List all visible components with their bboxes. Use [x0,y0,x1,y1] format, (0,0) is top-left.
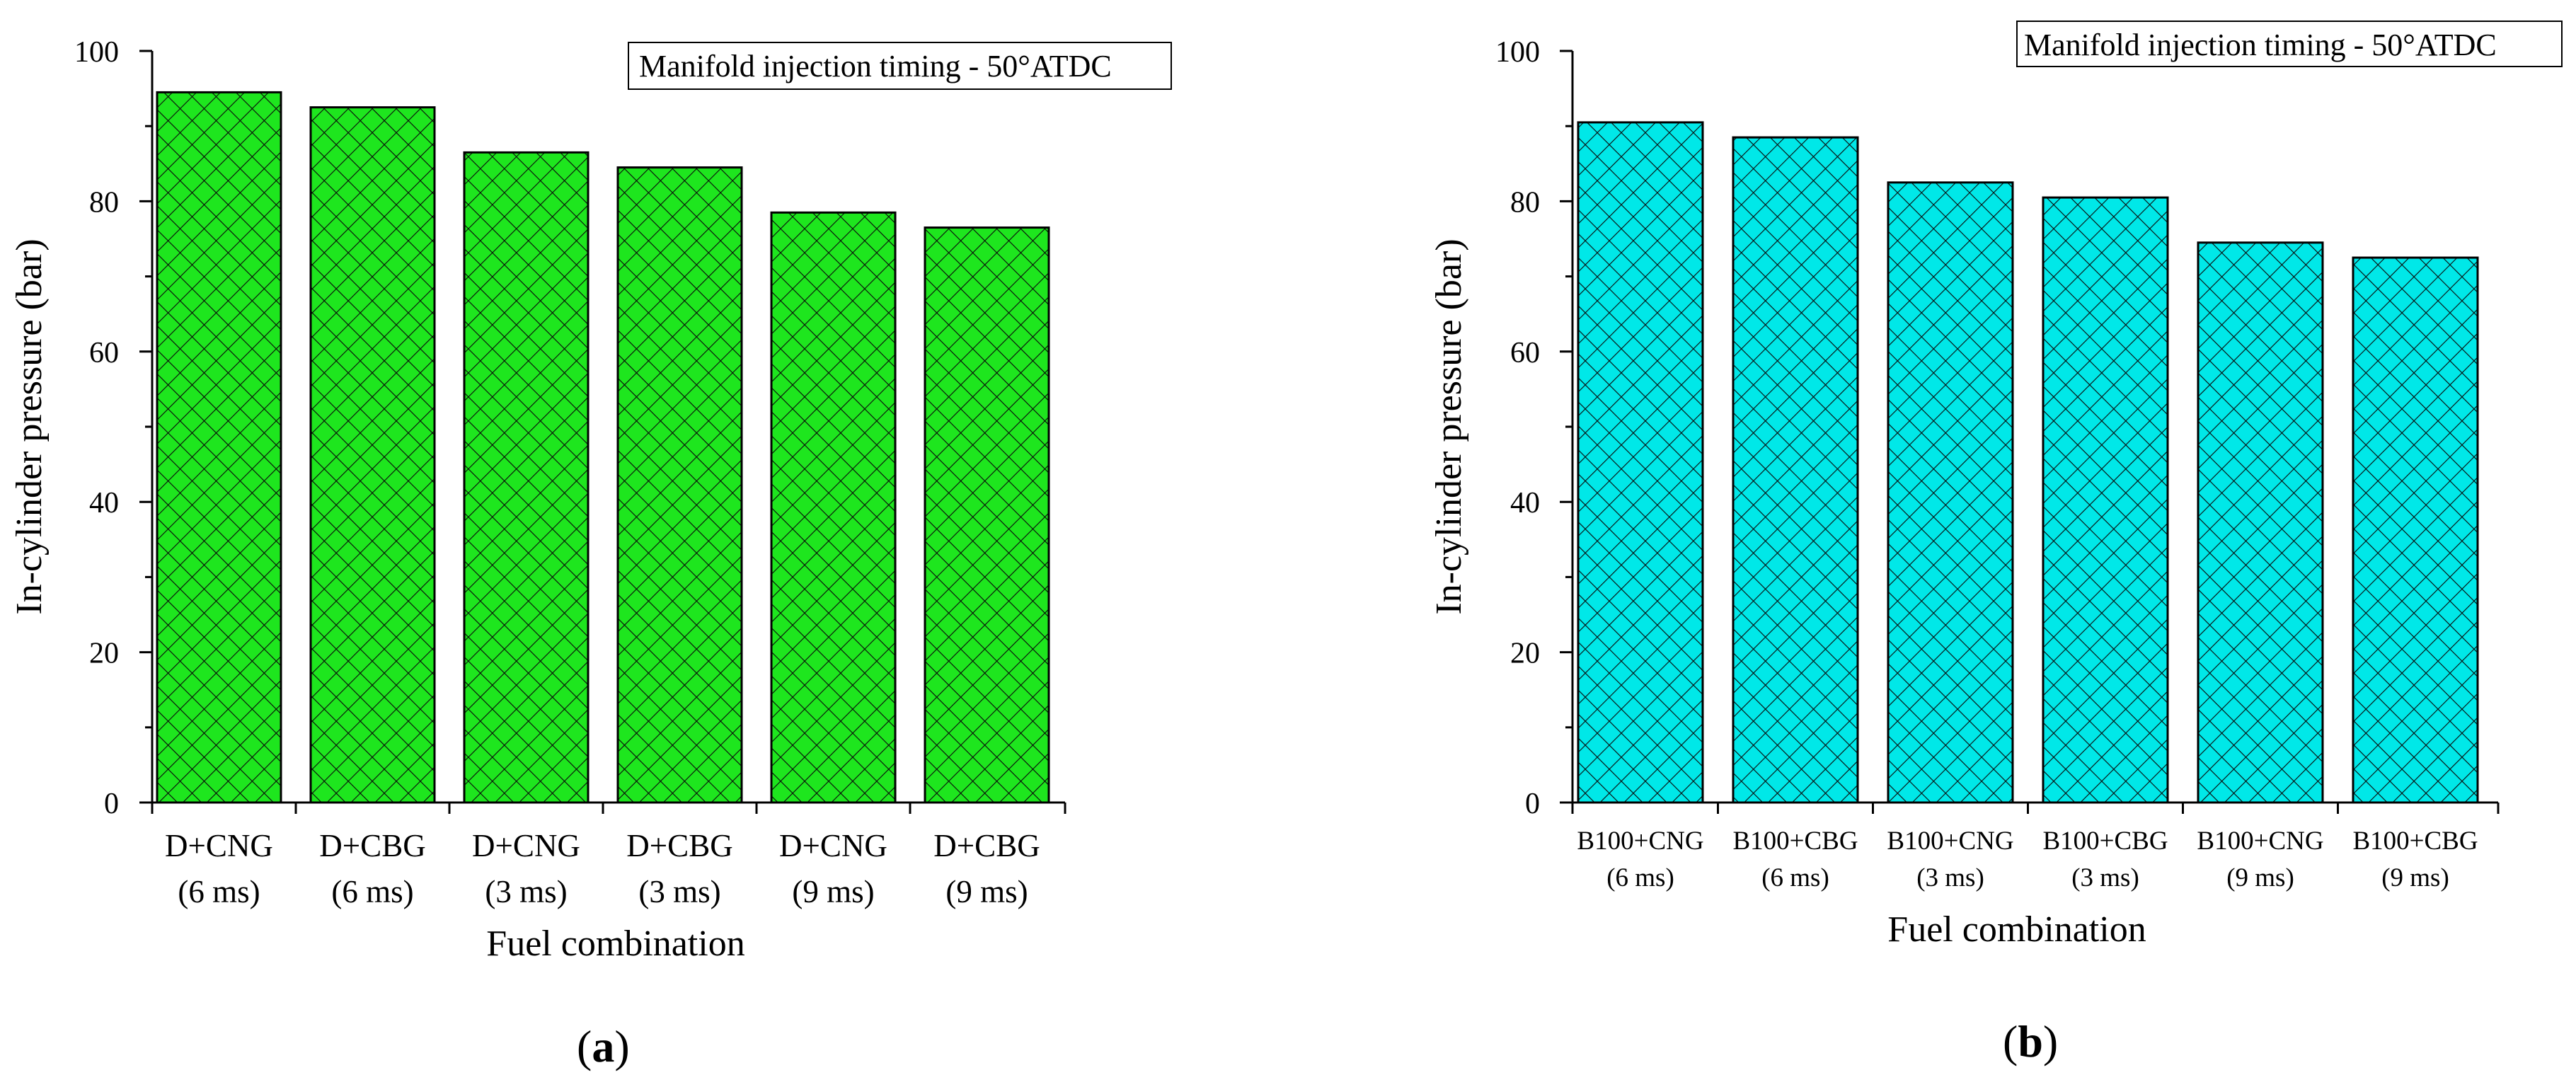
x-tick-sublabel: (3 ms) [2071,863,2139,892]
x-tick-label: B100+CNG [2197,827,2323,856]
panel-label-open: ( [577,1021,592,1071]
x-tick-label: D+CBG [626,828,732,863]
x-tick-label: B100+CBG [1732,827,1858,856]
y-tick-label: 100 [74,36,119,69]
x-tick-sublabel: (9 ms) [2226,863,2294,892]
x-axis-title: Fuel combination [486,924,744,964]
x-axis-title: Fuel combination [1887,909,2146,950]
annotation-text: Manifold injection timing - 50°ATDC [639,49,1112,84]
bar-1 [156,91,282,804]
x-tick-sublabel: (6 ms) [1606,863,1674,892]
x-tick-sublabel: (3 ms) [1916,863,1984,892]
y-tick-label: 0 [104,788,119,820]
y-axis-title: In-cylinder pressure (bar) [1429,238,1469,614]
bar-hatch [770,211,897,804]
x-tick-sublabel: (6 ms) [1761,863,1829,892]
bar-hatch [1732,136,1859,804]
bar-hatch [463,151,590,804]
bar-6 [2352,256,2479,804]
bar-hatch [156,91,282,804]
x-tick-sublabel: (9 ms) [945,874,1028,909]
x-tick-sublabel: (6 ms) [178,874,260,909]
bar-4 [616,166,743,804]
chart-panel-a: 0 20 40 60 80 100 D+CNG (6 ms) D+CBG (6 ms) D+CNG (… [9,36,1172,1071]
bar-hatch [2042,196,2169,804]
y-tick-label: 40 [89,487,119,519]
annotation-text: Manifold injection timing - 50°ATDC [2024,28,2497,62]
x-tick-sublabel: (9 ms) [2381,863,2449,892]
y-tick-label: 20 [1510,638,1540,670]
annotation-box [2016,21,2563,67]
bar-2 [309,106,436,804]
bar-hatch [2352,256,2479,804]
bar-6 [924,226,1050,804]
y-tick-label: 20 [89,638,119,670]
y-tick-label: 60 [1510,337,1540,369]
x-tick-sublabel: (3 ms) [638,874,720,909]
bar-hatch [2197,241,2324,804]
bar-hatch [1887,181,2014,804]
x-tick-label: D+CNG [779,828,887,863]
y-tick-label: 80 [1510,186,1540,219]
x-tick-label: B100+CNG [1577,827,1703,856]
bar-1 [1577,121,1704,804]
bar-5 [770,211,897,804]
x-tick-label: D+CNG [472,828,580,863]
panel-label-letter: b [2018,1016,2043,1066]
chart-panel-b: 0 20 40 60 80 100 B100+CNG (6 ms) B100+CBG (6 ms)… [1429,21,2563,1066]
panel-label: (a) [577,1021,630,1071]
bar-5 [2197,241,2324,804]
x-tick-label: D+CNG [165,828,273,863]
x-tick-label: D+CBG [319,828,425,863]
panel-label: (b) [2003,1016,2058,1066]
bar-3 [1887,181,2014,804]
bar-hatch [924,226,1050,804]
y-axis-title: In-cylinder pressure (bar) [9,238,50,614]
y-tick-label: 80 [89,186,119,219]
bar-4 [2042,196,2169,804]
bar-3 [463,151,590,804]
bar-2 [1732,136,1859,804]
x-tick-label: D+CBG [933,828,1040,863]
panel-label-open: ( [2003,1016,2018,1066]
x-tick-sublabel: (9 ms) [792,874,874,909]
panel-label-close: ) [614,1021,629,1071]
x-tick-label: B100+CNG [1887,827,2013,856]
x-tick-label: B100+CBG [2352,827,2478,856]
y-tick-label: 0 [1525,788,1540,820]
bar-hatch [1577,121,1704,804]
bar-hatch [616,166,743,804]
x-tick-sublabel: (6 ms) [331,874,413,909]
panel-label-letter: a [592,1021,614,1071]
y-tick-label: 100 [1495,36,1540,69]
y-tick-label: 40 [1510,487,1540,519]
annotation-box [628,42,1172,90]
panel-label-close: ) [2043,1016,2058,1066]
y-tick-label: 60 [89,337,119,369]
x-tick-sublabel: (3 ms) [485,874,567,909]
bar-hatch [309,106,436,804]
x-tick-label: B100+CBG [2042,827,2168,856]
